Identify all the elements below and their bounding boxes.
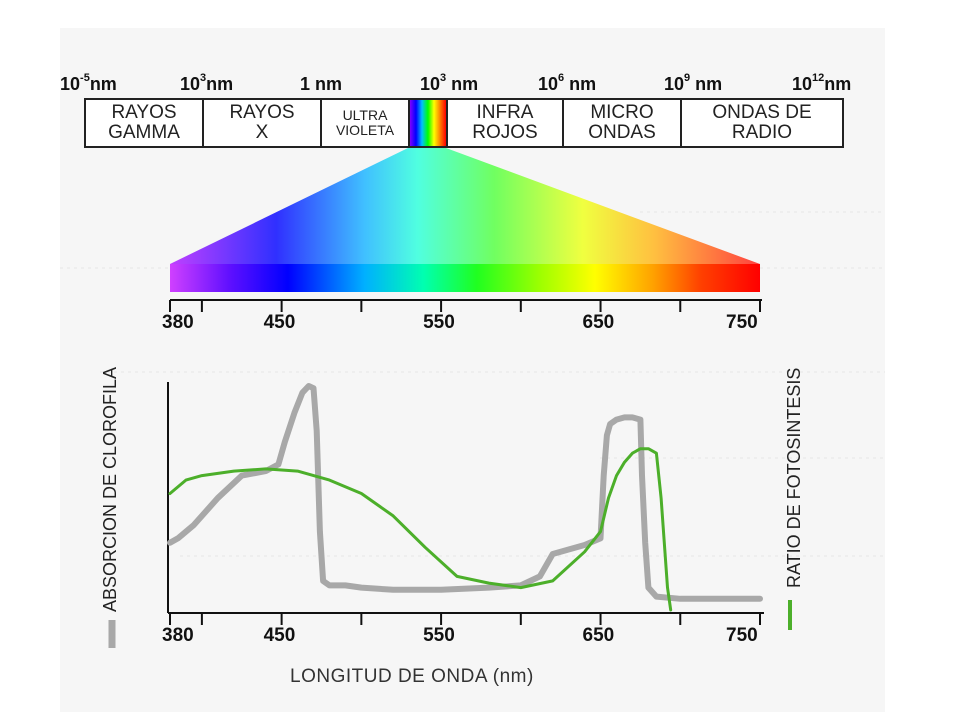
scale-label-micro: 106 nm (538, 72, 597, 94)
spectrum-tick-label: 750 (726, 312, 758, 333)
spectrum-bar (170, 264, 760, 292)
scale-label-gamma: 10-5nm (60, 72, 117, 94)
chart-x-tick-label: 750 (726, 625, 758, 646)
band-uv: ULTRA VIOLETA (320, 98, 410, 148)
scale-label-uv: 1 nm (300, 74, 343, 94)
band-ir: INFRA ROJOS (446, 98, 564, 148)
scale-label-xray: 103nm (180, 72, 234, 94)
band-gamma: RAYOS GAMMA (84, 98, 204, 148)
spectrum-fan (170, 148, 760, 264)
x-axis-label: LONGITUD DE ONDA (nm) (290, 666, 534, 687)
spectrum-tick-label: 550 (423, 312, 455, 333)
band-micro: MICRO ONDAS (562, 98, 682, 148)
scale-label-radio: 109 nm (664, 72, 723, 94)
chart-x-tick-label: 550 (423, 625, 455, 646)
spectrum-tick-label: 650 (582, 312, 615, 333)
chart-x-tick-label: 650 (582, 625, 615, 646)
band-visible (408, 98, 448, 148)
band-radio: ONDAS DE RADIO (680, 98, 844, 148)
chlorophyll-absorption-line (167, 383, 763, 602)
scale-label-ir: 103 nm (420, 72, 479, 94)
spectrum-tick-label: 450 (263, 312, 296, 333)
y-axis-label-right: RATIO DE FOTOSINTESIS (784, 367, 804, 588)
y-axis-label-left: ABSORCION DE CLOROFILA (100, 366, 120, 612)
chart-x-tick-label: 380 (162, 625, 194, 646)
scale-label-end: 1012nm (792, 72, 852, 94)
spectrum-tick-label: 380 (162, 312, 194, 333)
photosynthesis-rate-line (168, 447, 673, 612)
chart-x-tick-label: 450 (263, 625, 296, 646)
band-xray: RAYOS X (202, 98, 322, 148)
